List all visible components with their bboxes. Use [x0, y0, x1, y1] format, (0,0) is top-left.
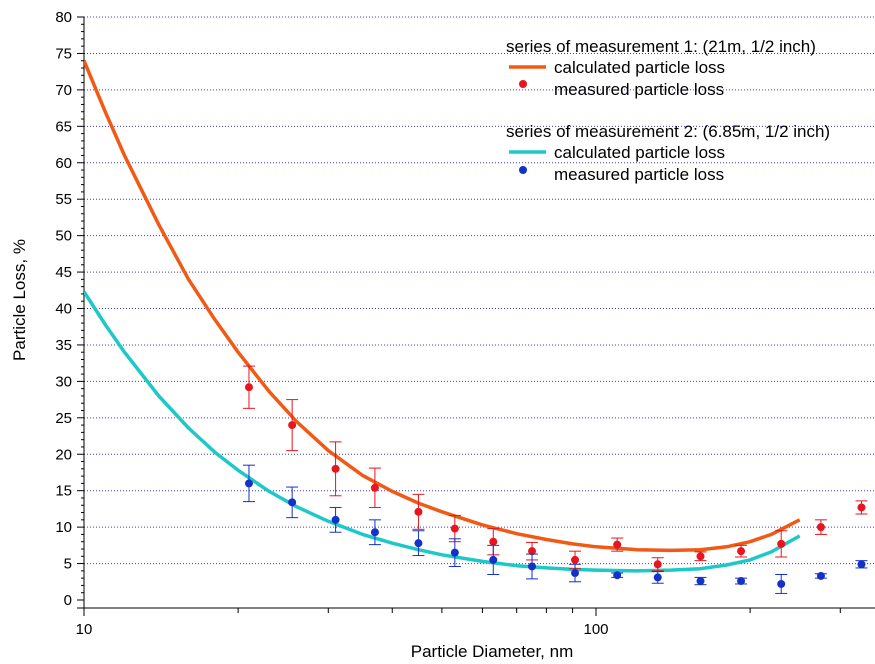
axes: 0 5 10 15 20 25 30 35 40 45 50 55 60 65 70 75 80 10 100 — [55, 9, 875, 638]
data-point — [857, 503, 866, 512]
y-tick-label: 75 — [55, 45, 72, 62]
legend-meas2-label: measured particle loss — [554, 165, 724, 184]
y-tick-label: 10 — [55, 519, 72, 536]
legend-meas2-marker — [519, 166, 527, 174]
plot-area — [84, 60, 868, 594]
data-point — [370, 528, 379, 537]
data-point — [489, 537, 498, 546]
legend-meas1-marker — [519, 80, 527, 88]
grid-lines — [84, 16, 875, 565]
y-tick-label: 25 — [55, 410, 72, 427]
data-point — [450, 524, 459, 533]
data-point — [696, 577, 705, 586]
data-point — [331, 515, 340, 524]
data-point — [489, 555, 498, 564]
y-tick-label: 0 — [64, 592, 72, 609]
data-point — [653, 573, 662, 582]
data-point — [816, 523, 825, 532]
series — [84, 60, 868, 594]
data-point — [244, 383, 253, 392]
legend-group2-title: series of measurement 2: (6.85m, 1/2 inc… — [506, 122, 830, 141]
legend-meas1-label: measured particle loss — [554, 80, 724, 99]
data-point — [777, 579, 786, 588]
y-axis-title: Particle Loss, % — [10, 239, 29, 361]
calc-line-2 — [84, 290, 801, 573]
data-point — [414, 539, 423, 548]
data-point — [288, 498, 297, 507]
data-point — [244, 479, 253, 488]
data-point — [571, 569, 580, 578]
calc-line-1 — [84, 60, 801, 553]
legend-calc1-label: calculated particle loss — [554, 58, 725, 77]
y-tick-label: 70 — [55, 82, 72, 99]
data-point — [571, 555, 580, 564]
x-axis-title: Particle Diameter, nm — [411, 642, 574, 661]
y-tick-label: 35 — [55, 337, 72, 354]
y-tick-label: 40 — [55, 301, 72, 318]
data-point — [528, 562, 537, 571]
data-point — [816, 571, 825, 580]
y-tick-label: 55 — [55, 191, 72, 208]
legend-group1-title: series of measurement 1: (21m, 1/2 inch) — [506, 37, 816, 56]
data-point — [528, 547, 537, 556]
data-point — [288, 421, 297, 430]
x-tick-label: 100 — [583, 621, 608, 638]
y-tick-label: 80 — [55, 9, 72, 26]
y-tick-label: 50 — [55, 228, 72, 245]
y-tick-label: 45 — [55, 264, 72, 281]
data-point — [777, 539, 786, 548]
data-point — [857, 560, 866, 569]
data-point — [450, 548, 459, 557]
data-point — [737, 577, 746, 586]
x-tick-label: 10 — [76, 621, 93, 638]
data-point — [331, 464, 340, 473]
legend-calc2-label: calculated particle loss — [554, 143, 725, 162]
y-tick-label: 65 — [55, 118, 72, 135]
data-point — [696, 552, 705, 561]
y-tick-label: 20 — [55, 446, 72, 463]
y-tick-label: 5 — [64, 556, 72, 573]
data-point — [370, 483, 379, 492]
y-tick-label: 15 — [55, 483, 72, 500]
data-point — [613, 571, 622, 580]
legend: series of measurement 1: (21m, 1/2 inch)… — [506, 37, 830, 184]
measured-series-1 — [242, 365, 868, 572]
data-point — [737, 547, 746, 556]
data-point — [613, 540, 622, 549]
data-point — [653, 560, 662, 569]
y-tick-label: 60 — [55, 155, 72, 172]
y-tick-label: 30 — [55, 373, 72, 390]
data-point — [414, 507, 423, 516]
measured-series-2 — [242, 464, 868, 594]
